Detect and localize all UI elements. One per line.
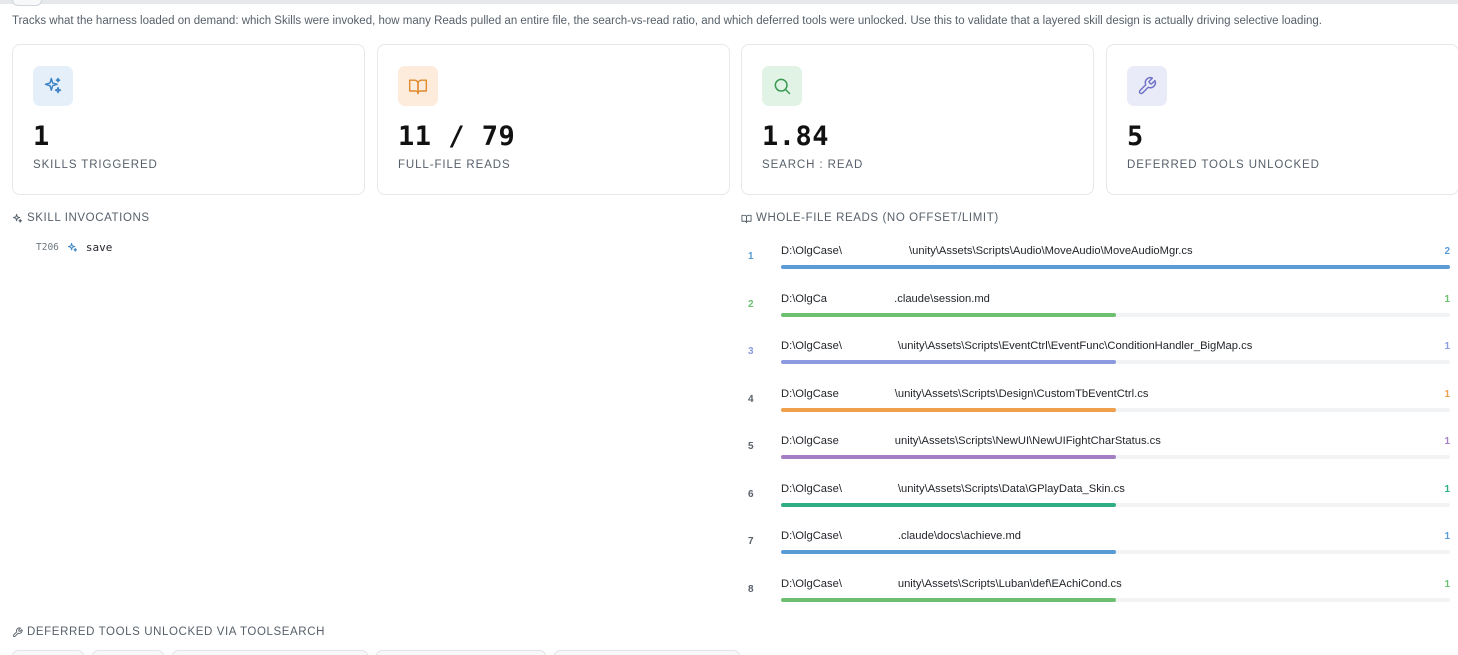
- read-row[interactable]: 1 D:\OlgCase\ \unity\Assets\Scripts\Audio…: [741, 236, 1453, 276]
- book-open-icon: [408, 79, 428, 95]
- deferred-tool-chip[interactable]: [12, 650, 84, 655]
- stat-card-full-file-reads: 11 / 79 FULL-FILE READS: [377, 44, 730, 195]
- read-count-bar-track: [781, 312, 1450, 317]
- stat-card-deferred-tools: 5 DEFERRED TOOLS UNLOCKED: [1106, 44, 1458, 195]
- read-row[interactable]: 8 D:\OlgCase\ unity\Assets\Scripts\Luban\…: [741, 569, 1453, 609]
- read-count-bar: [781, 550, 1116, 554]
- read-rank: 1: [748, 251, 754, 262]
- read-count: 1: [1444, 531, 1450, 542]
- stat-label: SEARCH : READ: [762, 159, 864, 171]
- stat-icon-tile: [1127, 66, 1167, 106]
- deferred-tools-heading: DEFERRED TOOLS UNLOCKED VIA TOOLSEARCH: [12, 626, 325, 638]
- stat-value: 1: [33, 121, 50, 152]
- read-count: 1: [1444, 436, 1450, 447]
- read-row[interactable]: 2 D:\OlgCa .claude\session.md 1: [741, 284, 1453, 324]
- read-file-path: D:\OlgCase\ unity\Assets\Scripts\Luban\d…: [781, 577, 1122, 590]
- read-count: 1: [1444, 341, 1450, 352]
- search-icon: [774, 78, 791, 95]
- read-count-bar-track: [781, 455, 1450, 459]
- read-count-bar: [781, 455, 1116, 459]
- wrench-icon: [12, 626, 23, 637]
- turn-label: T206: [36, 242, 59, 253]
- stat-label: DEFERRED TOOLS UNLOCKED: [1127, 159, 1320, 171]
- read-rank: 5: [748, 441, 754, 452]
- skill-invocations-heading: SKILL INVOCATIONS: [12, 212, 150, 224]
- stat-label: FULL-FILE READS: [398, 159, 511, 171]
- stat-card-skills: 1 SKILLS TRIGGERED: [12, 44, 365, 195]
- skill-invocation-item[interactable]: T206 save: [36, 241, 112, 254]
- read-count-bar-track: [781, 265, 1450, 269]
- page-description: Tracks what the harness loaded on demand…: [12, 15, 1322, 27]
- stat-icon-tile: [33, 66, 73, 106]
- read-row[interactable]: 6 D:\OlgCase\ \unity\Assets\Scripts\Data\…: [741, 474, 1453, 514]
- top-tab-pill[interactable]: [12, 0, 42, 6]
- read-count-bar-track: [781, 597, 1450, 602]
- stat-label: SKILLS TRIGGERED: [33, 159, 158, 171]
- read-row[interactable]: 3 D:\OlgCase\ \unity\Assets\Scripts\Event…: [741, 331, 1453, 371]
- book-open-icon: [741, 214, 752, 223]
- read-count: 1: [1444, 578, 1450, 590]
- read-file-path: D:\OlgCase\ .claude\docs\achieve.md: [781, 530, 1022, 542]
- read-row[interactable]: 7 D:\OlgCase\ .claude\docs\achieve.md 1: [741, 521, 1453, 561]
- read-count-bar: [781, 407, 1116, 412]
- read-file-path: D:\OlgCase\ \unity\Assets\Scripts\Audio\…: [781, 245, 1193, 257]
- read-count-bar-track: [781, 360, 1450, 364]
- read-row[interactable]: 5 D:\OlgCase unity\Assets\Scripts\NewUI\N…: [741, 426, 1453, 466]
- stat-icon-tile: [398, 66, 438, 106]
- whole-file-reads-heading: WHOLE-FILE READS (NO OFFSET/LIMIT): [741, 212, 999, 224]
- deferred-tool-chip[interactable]: [554, 650, 740, 655]
- section-title: WHOLE-FILE READS (NO OFFSET/LIMIT): [756, 212, 999, 224]
- read-count: 2: [1444, 246, 1450, 257]
- section-title: SKILL INVOCATIONS: [27, 212, 150, 224]
- read-rank: 2: [748, 298, 754, 310]
- read-file-path: D:\OlgCase\ \unity\Assets\Scripts\EventC…: [781, 340, 1253, 352]
- sparkles-icon: [67, 242, 77, 252]
- section-title: DEFERRED TOOLS UNLOCKED VIA TOOLSEARCH: [27, 626, 326, 638]
- stat-value: 11 / 79: [398, 121, 516, 152]
- sparkles-icon: [12, 213, 23, 223]
- read-count-bar-track: [781, 550, 1450, 554]
- read-count-bar-track: [781, 502, 1450, 507]
- read-row[interactable]: 4 D:\OlgCase \unity\Assets\Scripts\Design…: [741, 379, 1453, 419]
- deferred-tool-chip[interactable]: [376, 650, 546, 655]
- window-top-edge: [0, 0, 1458, 4]
- read-count-bar-track: [781, 407, 1450, 412]
- read-file-path: D:\OlgCa .claude\session.md: [781, 292, 990, 305]
- read-rank: 3: [748, 346, 754, 357]
- read-rank: 4: [748, 393, 754, 405]
- read-rank: 8: [748, 583, 754, 595]
- read-count-bar: [781, 265, 1450, 269]
- read-count-bar: [781, 597, 1116, 602]
- stat-card-search-read: 1.84 SEARCH : READ: [741, 44, 1094, 195]
- read-count: 1: [1444, 483, 1450, 495]
- read-count-bar: [781, 312, 1116, 317]
- read-rank: 7: [748, 536, 754, 547]
- skill-name: save: [85, 241, 113, 254]
- deferred-tool-chip[interactable]: [92, 650, 164, 655]
- read-count-bar: [781, 360, 1116, 364]
- read-count-bar: [781, 502, 1116, 507]
- stat-value: 5: [1127, 121, 1144, 152]
- read-count: 1: [1444, 293, 1450, 305]
- read-file-path: D:\OlgCase\ \unity\Assets\Scripts\Data\G…: [781, 482, 1125, 495]
- sparkles-icon: [44, 77, 62, 94]
- deferred-tool-chip[interactable]: [172, 650, 368, 655]
- read-file-path: D:\OlgCase \unity\Assets\Scripts\Design\…: [781, 387, 1149, 400]
- stat-icon-tile: [762, 66, 802, 106]
- read-file-path: D:\OlgCase unity\Assets\Scripts\NewUI\Ne…: [781, 435, 1161, 447]
- read-count: 1: [1444, 388, 1450, 400]
- stat-cards: 1 SKILLS TRIGGERED 11 / 79 FULL-FILE REA…: [12, 44, 1458, 195]
- stat-value: 1.84: [762, 121, 830, 152]
- read-rank: 6: [748, 488, 754, 500]
- wrench-icon: [1138, 76, 1157, 95]
